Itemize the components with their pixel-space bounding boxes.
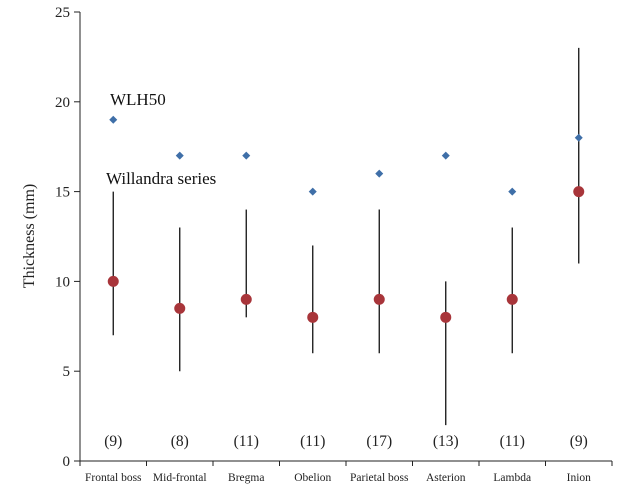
y-ticks: 0 5 10 15 20 25 [55,5,80,470]
annotation-wlh50: WLH50 [110,90,166,109]
annotation-willandra-series: Willandra series [106,169,216,188]
sample-count-label: (8) [171,433,189,450]
range-bars [112,47,580,426]
wlh50-point [574,133,583,142]
willandra-point [440,311,452,323]
y-tick-label: 25 [55,5,70,21]
wlh50-point [109,115,118,124]
x-ticks: Frontal boss Mid-frontal Bregma Obelion Pari… [79,461,613,484]
sample-count-label: (11) [234,433,259,450]
x-tick-label: Frontal boss [85,472,142,484]
wlh50-point [308,187,317,196]
y-axis: 0 5 10 15 20 25 [55,5,81,470]
sample-count-label: (13) [433,433,459,450]
sample-count-label: (11) [500,433,525,450]
sample-count-label: (9) [570,433,588,450]
x-tick-label: Asterion [426,472,466,484]
willandra-point [506,293,518,305]
y-axis-title: Thickness (mm) [21,184,38,288]
wlh50-point [375,169,384,178]
y-tick-label: 20 [55,95,70,111]
x-tick-label: Parietal boss [350,472,409,484]
sample-count-label: (9) [104,433,122,450]
willandra-point [373,293,385,305]
willandra-point [107,275,119,287]
y-tick-label: 0 [63,454,71,470]
willandra-point [240,293,252,305]
x-tick-label: Lambda [493,472,531,484]
willandra-point [307,311,319,323]
x-tick-label: Inion [567,472,592,484]
wlh50-point [242,151,251,160]
x-axis: Frontal boss Mid-frontal Bregma Obelion Pari… [79,460,613,484]
x-tick-label: Mid-frontal [153,472,207,484]
willandra-point [174,302,186,314]
wlh50-point [508,187,517,196]
x-tick-label: Bregma [228,472,264,484]
count-labels: (9) (8) (11) (11) (17) (13) (11) (9) [104,433,588,450]
wlh50-point [441,151,450,160]
points [107,115,585,323]
wlh50-point [175,151,184,160]
sample-count-label: (17) [366,433,392,450]
y-tick-label: 5 [63,364,71,380]
willandra-point [573,186,585,198]
x-tick-label: Obelion [294,472,331,484]
y-tick-label: 15 [55,185,70,201]
sample-count-label: (11) [300,433,325,450]
y-tick-label: 10 [55,274,70,290]
